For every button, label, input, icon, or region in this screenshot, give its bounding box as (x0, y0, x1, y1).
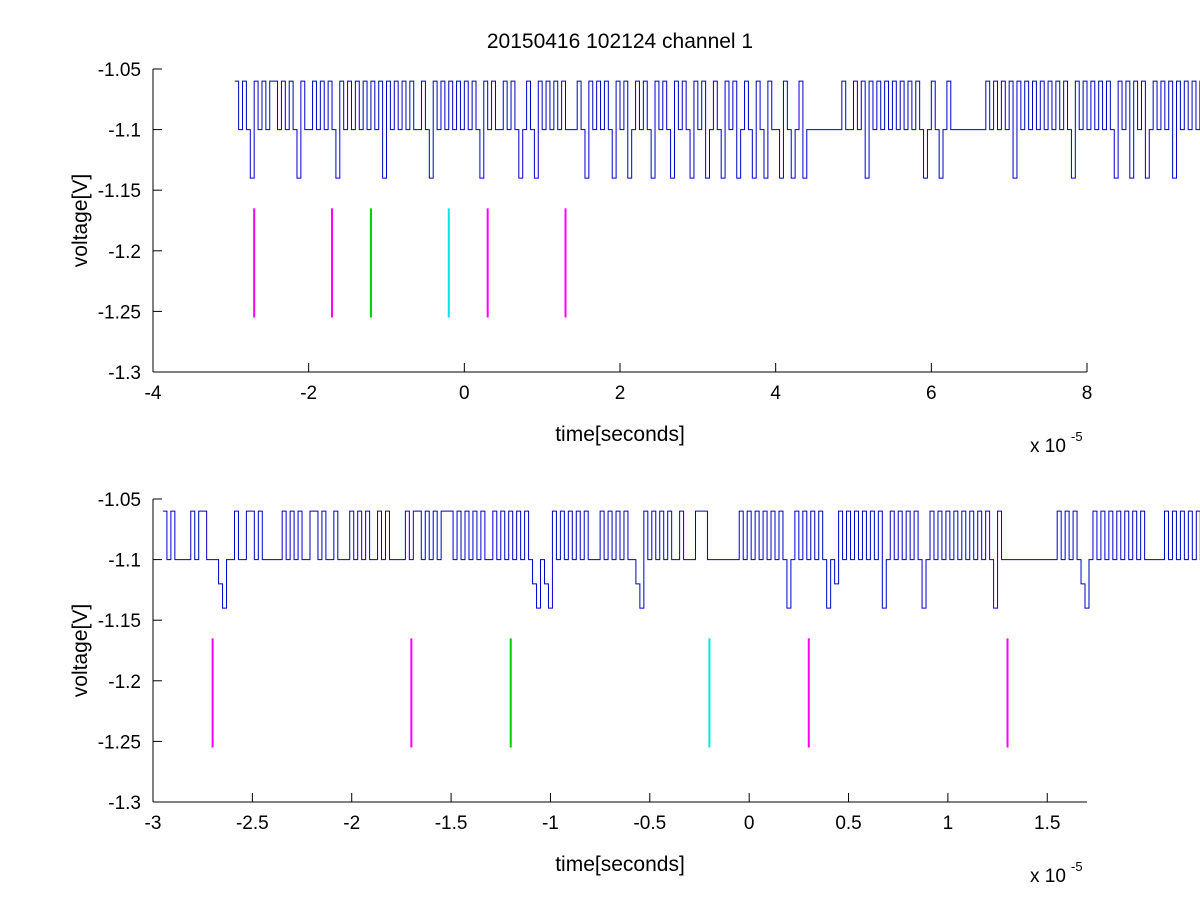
y-tick-label: -1.25 (98, 302, 141, 323)
y-tick-label: -1.2 (108, 242, 141, 263)
top-chart: -4 -2 0 2 4 6 8 -1.05 -1.1 -1.15 -1.2 -1.25 -1.3 time… (69, 60, 1200, 457)
x-tick-label: -4 (145, 383, 162, 404)
x-tick-label: 1.5 (1034, 813, 1060, 834)
x-tick-label: 6 (926, 383, 937, 404)
y-tick-label: -1.1 (108, 121, 141, 142)
x-tick-label: 0 (744, 813, 755, 834)
chart-title: 20150416 102124 channel 1 (487, 30, 753, 53)
bottom-chart: -3 -2.5 -2 -1.5 -1 -0.5 0 0.5 1 1.5 -1.05 -1.1 -1.15… (69, 490, 1200, 887)
x-tick-label: 0.5 (835, 813, 861, 834)
x-exponent-label: x 10 (1030, 866, 1066, 887)
x-tick-label: -1 (542, 813, 559, 834)
x-tick-label: -1.5 (435, 813, 468, 834)
x-tick-label: 2 (615, 383, 626, 404)
y-tick-label: -1.05 (98, 60, 141, 81)
x-exponent-superscript: -5 (1071, 859, 1083, 874)
signal-trace (162, 510, 1200, 609)
y-tick-label: -1.3 (108, 793, 141, 814)
x-tick-label: -3 (145, 813, 162, 834)
x-tick-label: -0.5 (633, 813, 666, 834)
x-exponent-label: x 10 (1030, 436, 1066, 457)
x-tick-label: 8 (1082, 383, 1093, 404)
x-tick-label: -2 (300, 383, 317, 404)
x-tick-label: 0 (459, 383, 470, 404)
y-tick-label: -1.25 (98, 732, 141, 753)
y-axis-label: voltage[V] (69, 604, 92, 697)
x-axis-label: time[seconds] (555, 853, 685, 876)
x-tick-label: -2.5 (236, 813, 269, 834)
y-tick-label: -1.1 (108, 551, 141, 572)
y-tick-label: -1.15 (98, 181, 141, 202)
x-tick-label: 1 (943, 813, 954, 834)
x-axis-label: time[seconds] (555, 423, 685, 446)
x-tick-label: 4 (770, 383, 781, 404)
y-axis-label: voltage[V] (69, 174, 92, 267)
signal-trace (234, 80, 1200, 179)
x-tick-label: -2 (343, 813, 360, 834)
y-tick-label: -1.05 (98, 490, 141, 511)
y-tick-label: -1.3 (108, 363, 141, 384)
x-exponent-superscript: -5 (1071, 429, 1083, 444)
y-tick-label: -1.15 (98, 611, 141, 632)
y-tick-label: -1.2 (108, 672, 141, 693)
